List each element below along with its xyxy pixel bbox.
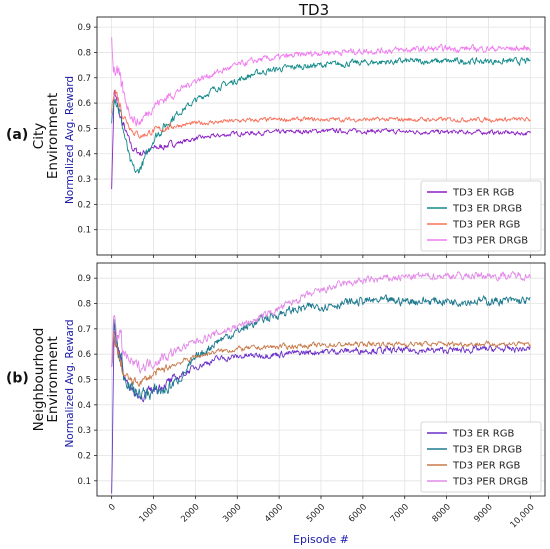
legend-box bbox=[420, 180, 542, 252]
y-tick-label: 0.7 bbox=[77, 325, 91, 335]
panel-label: (a) bbox=[6, 127, 28, 143]
y-axis-label: Normalized Avg. Reward bbox=[64, 76, 76, 204]
y-axis-label: Normalized Avg. Reward bbox=[64, 319, 76, 447]
panel-label: (b) bbox=[6, 371, 29, 387]
legend-box bbox=[420, 421, 542, 493]
x-tick-label: 10,000 bbox=[509, 502, 537, 530]
y-tick-label: 0.1 bbox=[77, 477, 91, 487]
x-tick-label: 4000 bbox=[263, 502, 285, 524]
legend-entry: TD3 PER DRGB bbox=[452, 477, 528, 488]
x-ticks: 0 1000 2000 3000 4000 5000 6000 7000 8000 9000 10,… bbox=[107, 502, 537, 530]
environment-label-line1: City bbox=[31, 123, 47, 149]
figure-title: TD3 bbox=[298, 1, 329, 19]
y-tick-label: 0.8 bbox=[77, 48, 91, 58]
legend: TD3 ER RGB TD3 ER DRGB TD3 PER RGB TD3 PER … bbox=[420, 421, 542, 493]
legend-entry: TD3 PER DRGB bbox=[452, 236, 528, 247]
series-line bbox=[111, 89, 531, 139]
y-tick-label: 0.1 bbox=[77, 226, 91, 236]
environment-label-line2: Environment bbox=[45, 93, 61, 179]
legend-entry: TD3 ER RGB bbox=[452, 429, 514, 440]
x-axis-label: Episode # bbox=[293, 533, 349, 546]
legend-entry: TD3 PER RGB bbox=[452, 461, 521, 472]
legend-entry: TD3 ER RGB bbox=[452, 188, 514, 199]
x-tick-label: 0 bbox=[107, 502, 118, 513]
panel-neighbourhood: 0.1 0.2 0.3 0.4 0.5 0.6 0.7 0.8 0.9 0 1000 2000 300… bbox=[6, 262, 546, 530]
x-tick-label: 1000 bbox=[137, 502, 159, 524]
series-group bbox=[111, 37, 531, 190]
series-line bbox=[111, 330, 531, 388]
environment-label-line1: Neighbourhood bbox=[31, 328, 47, 432]
y-tick-label: 0.5 bbox=[77, 376, 91, 386]
y-tick-label: 0.3 bbox=[77, 175, 91, 185]
x-tick-label: 3000 bbox=[221, 502, 243, 524]
y-ticks: 0.1 0.2 0.3 0.4 0.5 0.6 0.7 0.8 0.9 bbox=[77, 23, 531, 258]
panel-city: 0.1 0.2 0.3 0.4 0.5 0.6 0.7 0.8 0.9 (a) City Env… bbox=[6, 16, 546, 258]
y-ticks: 0.1 0.2 0.3 0.4 0.5 0.6 0.7 0.8 0.9 bbox=[77, 274, 531, 499]
series-line bbox=[111, 56, 531, 174]
legend-entry: TD3 ER DRGB bbox=[452, 445, 522, 456]
y-tick-label: 0.4 bbox=[77, 150, 91, 160]
x-tick-label: 7000 bbox=[389, 502, 411, 524]
grid bbox=[97, 17, 545, 255]
y-tick-label: 0.4 bbox=[77, 401, 91, 411]
y-tick-label: 0.2 bbox=[77, 451, 91, 461]
x-tick-label: 2000 bbox=[179, 502, 201, 524]
environment-label-line2: Environment bbox=[45, 336, 61, 422]
series-line bbox=[111, 329, 531, 494]
y-tick-label: 0.3 bbox=[77, 426, 91, 436]
legend-entry: TD3 PER RGB bbox=[452, 220, 521, 231]
y-tick-label: 0.9 bbox=[77, 274, 91, 284]
series-line bbox=[111, 294, 531, 401]
y-tick-label: 0.5 bbox=[77, 124, 91, 134]
x-tick-label: 9000 bbox=[472, 502, 494, 524]
series-line bbox=[111, 89, 531, 190]
y-tick-label: 0.9 bbox=[77, 23, 91, 33]
legend-entry: TD3 ER DRGB bbox=[452, 204, 522, 215]
x-tick-label: 5000 bbox=[305, 502, 327, 524]
series-group bbox=[111, 271, 531, 494]
series-line bbox=[111, 271, 531, 374]
x-tick-label: 6000 bbox=[347, 502, 369, 524]
y-tick-label: 0.2 bbox=[77, 200, 91, 210]
y-tick-label: 0.7 bbox=[77, 74, 91, 84]
legend: TD3 ER RGB TD3 ER DRGB TD3 PER RGB TD3 PER … bbox=[420, 180, 542, 252]
series-line bbox=[111, 37, 531, 127]
x-tick-label: 8000 bbox=[431, 502, 453, 524]
y-tick-label: 0.6 bbox=[77, 99, 91, 109]
y-tick-label: 0.8 bbox=[77, 300, 91, 310]
y-tick-label: 0.6 bbox=[77, 350, 91, 360]
